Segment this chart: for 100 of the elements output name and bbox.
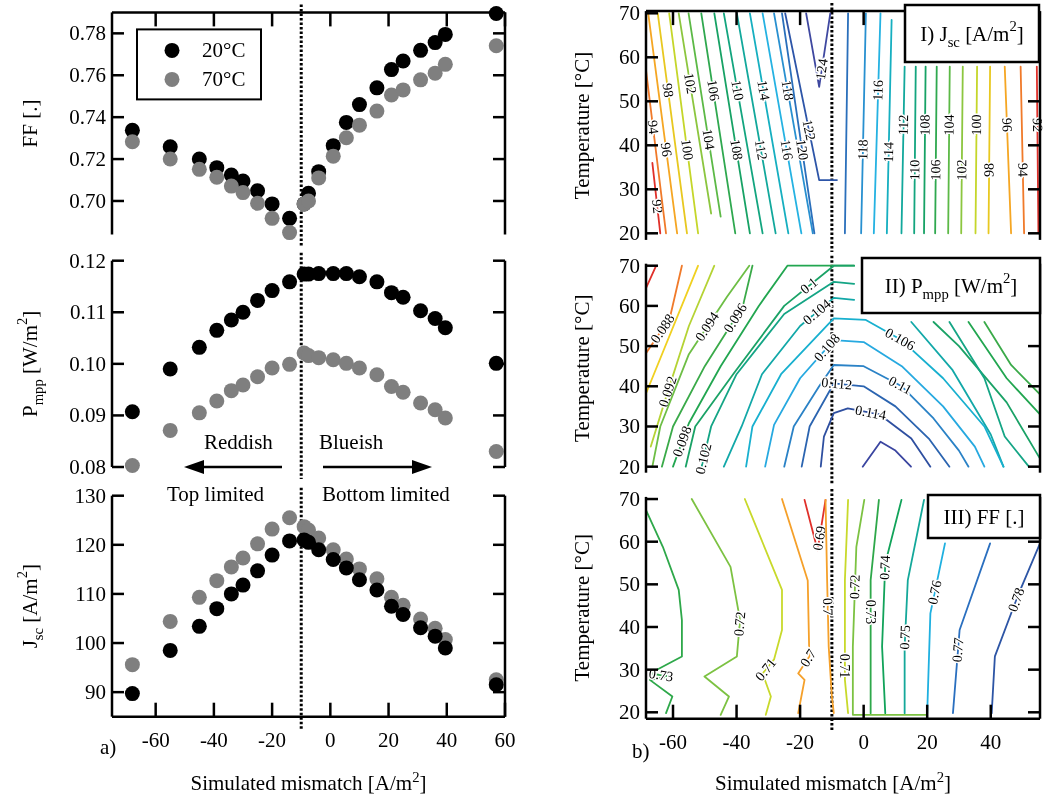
- y-tick-label: 30: [619, 414, 640, 439]
- x-axis-title: Simulated mismatch [A/m$^{2}$]: [715, 769, 951, 795]
- y-tick-label: 20: [619, 700, 640, 725]
- text: 92: [649, 198, 666, 215]
- y-tick-label: 0.11: [70, 300, 106, 325]
- text: 0.78: [1004, 585, 1028, 614]
- annotation: Bottom limited: [322, 482, 451, 506]
- text: I) J$_{sc}$ [A/m$^{2}$]: [920, 17, 1024, 50]
- x-tick-label: 40: [980, 729, 1002, 754]
- y-axis-title: Temperature [°C]: [570, 294, 594, 442]
- text: 0.69: [810, 524, 829, 552]
- text: 98: [659, 82, 677, 99]
- y-tick-label: 0.10: [69, 351, 106, 376]
- text: 0.71: [752, 655, 780, 684]
- text: 110: [907, 159, 923, 181]
- y-tick-label: 90: [85, 680, 106, 705]
- y-tick-label: 40: [619, 133, 640, 158]
- text: 112: [895, 114, 912, 136]
- y-tick-label: 30: [619, 657, 640, 682]
- text: 108: [727, 138, 746, 162]
- text: 0.76: [924, 578, 945, 606]
- text: 96: [657, 141, 675, 158]
- y-axis-title: Temperature [°C]: [570, 51, 594, 200]
- text: 0.71: [837, 653, 853, 679]
- text: 102: [680, 71, 700, 95]
- text: 0.092: [655, 374, 680, 409]
- text: 114: [880, 141, 897, 163]
- y-tick-label: 0.70: [69, 188, 106, 213]
- y-tick-label: 20: [619, 221, 640, 246]
- text: II) P$_{mpp}$ [W/m$^{2}$]: [884, 269, 1018, 302]
- x-tick-label: 20: [916, 729, 938, 754]
- y-tick-label: 50: [619, 334, 640, 359]
- y-tick-label: 0.76: [69, 63, 106, 88]
- x-tick-label: 60: [494, 727, 516, 752]
- y-tick-label: 120: [74, 532, 106, 557]
- y-axis-title: Temperature [°C]: [570, 534, 594, 682]
- legend-label: 70°C: [202, 67, 246, 92]
- y-tick-label: 60: [619, 529, 640, 554]
- y-tick-label: 20: [619, 454, 640, 479]
- text: 0.72: [847, 574, 863, 600]
- text: 0.72: [731, 610, 749, 637]
- text: 0.106: [882, 324, 918, 354]
- annotation: Reddish: [204, 430, 274, 454]
- x-tick-label: 0: [858, 729, 869, 754]
- text: 100: [968, 114, 985, 136]
- text: b): [632, 739, 650, 763]
- y-tick-label: 50: [619, 572, 640, 597]
- legend-label: 20°C: [202, 38, 246, 63]
- x-tick-label: 0: [325, 727, 336, 752]
- y-axis-title: FF [.]: [18, 99, 42, 148]
- x-tick-label: -20: [258, 727, 287, 752]
- y-tick-label: 0.74: [69, 105, 107, 130]
- annotation: Blueish: [319, 430, 384, 454]
- text: 112: [751, 138, 771, 162]
- chart-title: III) FF [.]: [943, 504, 1025, 529]
- y-tick-label: 60: [619, 293, 640, 318]
- x-tick-label: -60: [659, 729, 688, 754]
- y-tick-label: 30: [619, 177, 640, 202]
- text: 118: [778, 78, 797, 102]
- text: 0.098: [669, 424, 695, 459]
- text: 0.7: [820, 597, 836, 616]
- text: 0.75: [897, 624, 914, 650]
- text: 104: [941, 114, 957, 136]
- text: 0.112: [820, 374, 853, 393]
- x-tick-label: 20: [378, 727, 400, 752]
- y-tick-label: 0.12: [69, 248, 106, 273]
- text: 104: [699, 127, 718, 151]
- y-tick-label: 100: [74, 631, 106, 656]
- y-tick-label: 50: [619, 89, 640, 114]
- x-tick-label: 40: [436, 727, 458, 752]
- text: 0.114: [854, 402, 888, 423]
- text: 108: [917, 114, 933, 136]
- text: 102: [954, 159, 970, 181]
- y-tick-label: 110: [75, 581, 106, 606]
- y-tick-label: 130: [74, 483, 106, 508]
- y-tick-label: 0.72: [69, 147, 106, 172]
- y-tick-label: 40: [619, 614, 640, 639]
- text: 96: [999, 117, 1015, 133]
- x-tick-label: -20: [786, 729, 815, 754]
- text: 116: [870, 79, 886, 101]
- y-tick-label: 0.08: [69, 455, 106, 479]
- y-tick-label: 0.78: [69, 21, 106, 46]
- text: 118: [855, 139, 871, 161]
- text: 100: [678, 138, 696, 162]
- text: 0.77: [949, 637, 967, 663]
- text: a): [100, 735, 117, 759]
- y-tick-label: 0.09: [69, 403, 106, 428]
- annotation: Top limited: [167, 482, 265, 506]
- y-tick-label: 70: [619, 1, 640, 26]
- y-tick-label: 40: [619, 374, 640, 399]
- text: 110: [728, 78, 747, 102]
- text: 0.1: [797, 274, 821, 298]
- text: 0.11: [886, 373, 915, 398]
- y-tick-label: 60: [619, 45, 640, 70]
- y-tick-label: 70: [619, 253, 640, 278]
- text: 0.73: [863, 599, 879, 625]
- text: 114: [754, 78, 773, 102]
- text: 124: [812, 57, 831, 81]
- x-tick-label: -40: [199, 727, 228, 752]
- text: 0.102: [692, 441, 715, 476]
